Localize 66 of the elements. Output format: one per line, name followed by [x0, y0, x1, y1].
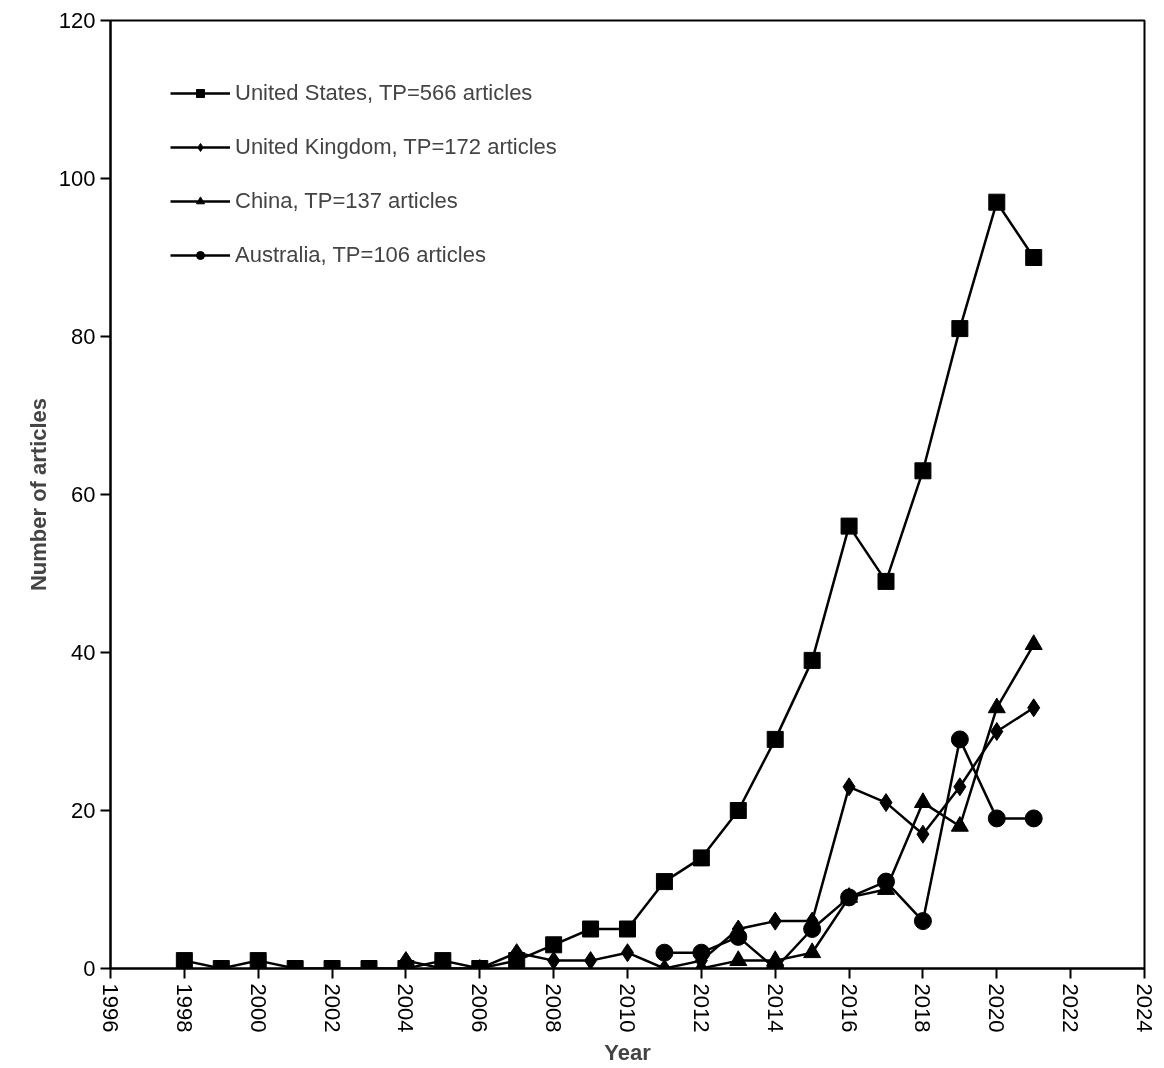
point: [987, 809, 1006, 828]
x-tick-label: 1996: [98, 983, 123, 1033]
point: [175, 952, 193, 969]
point: [692, 849, 710, 867]
y-tick-label: 40: [71, 640, 96, 665]
point: [877, 572, 895, 590]
point: [950, 730, 969, 749]
point: [803, 651, 821, 669]
point: [990, 722, 1004, 741]
point: [547, 951, 561, 969]
point: [729, 950, 748, 967]
x-axis-title: Year: [604, 1040, 652, 1066]
x-tick-label: 2010: [615, 983, 640, 1033]
point: [766, 730, 784, 748]
x-tick-label: 2006: [467, 983, 493, 1033]
point: [953, 777, 967, 797]
point: [768, 911, 782, 931]
point: [1025, 249, 1043, 266]
point: [545, 936, 563, 954]
point: [619, 920, 636, 938]
y-tick-label: 60: [71, 482, 96, 507]
point: [913, 912, 932, 931]
point: [879, 793, 893, 813]
y-tick-label: 100: [58, 166, 96, 191]
y-tick-label: 80: [71, 324, 96, 349]
point: [655, 873, 673, 891]
y-axis-title: Number of articles: [25, 397, 51, 592]
point: [1024, 809, 1043, 828]
x-tick-label: 2014: [762, 983, 788, 1033]
x-tick-label: 2004: [393, 983, 419, 1033]
point: [877, 872, 895, 891]
x-tick-label: 2020: [984, 983, 1010, 1033]
point: [655, 943, 674, 962]
x-tick-label: 2022: [1058, 983, 1084, 1033]
point: [729, 802, 747, 819]
y-tick-label: 20: [71, 798, 96, 823]
x-tick-label: 2024: [1132, 983, 1157, 1033]
point: [1027, 698, 1041, 718]
x-tick-label: 2008: [541, 983, 567, 1033]
point: [951, 320, 969, 338]
point: [916, 824, 930, 844]
point: [584, 951, 598, 969]
point: [914, 462, 932, 480]
point: [988, 193, 1006, 211]
x-tick-label: 2012: [688, 983, 714, 1033]
y-tick-label: 120: [58, 8, 96, 33]
legend-label: China, TP=137 articles: [235, 188, 458, 214]
point: [803, 920, 822, 938]
point: [913, 792, 932, 809]
x-tick-label: 2016: [836, 983, 862, 1033]
x-tick-label: 2018: [910, 983, 936, 1033]
point: [840, 888, 859, 907]
y-tick-label: 0: [83, 956, 96, 981]
point: [692, 943, 711, 962]
point: [1024, 634, 1043, 651]
point: [803, 942, 822, 959]
legend-label: United States, TP=566 articles: [235, 80, 533, 106]
legend-label: United Kingdom, TP=172 articles: [235, 134, 557, 160]
x-tick-label: 2000: [245, 983, 271, 1033]
point: [582, 920, 600, 938]
x-tick-label: 2002: [319, 983, 345, 1033]
point: [842, 777, 856, 797]
point: [840, 517, 858, 535]
x-tick-label: 1998: [171, 983, 197, 1033]
legend-label: Australia, TP=106 articles: [235, 242, 486, 268]
point: [249, 952, 267, 969]
